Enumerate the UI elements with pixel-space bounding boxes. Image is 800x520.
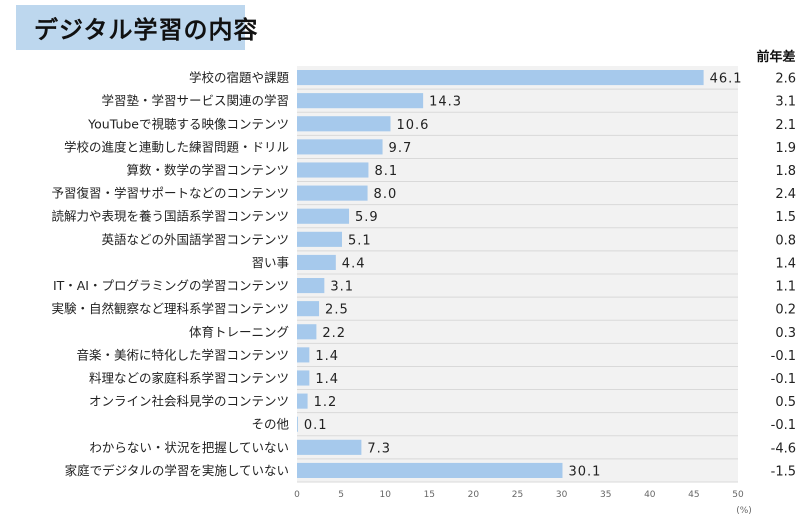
- diff-value: 1.5: [775, 210, 796, 225]
- diff-value: -1.5: [771, 464, 796, 479]
- bar: [297, 70, 704, 86]
- x-unit-label: (%): [736, 506, 752, 516]
- bar: [297, 208, 350, 224]
- chart-title: デジタル学習の内容: [16, 5, 258, 50]
- bar: [297, 139, 383, 155]
- bar: [297, 301, 320, 317]
- diff-value: 2.4: [775, 187, 796, 202]
- category-label: 音楽・美術に特化した学習コンテンツ: [76, 347, 289, 362]
- diff-value: 2.6: [775, 72, 796, 87]
- category-label: オンライン社会科見学のコンテンツ: [89, 394, 289, 409]
- value-label: 1.4: [315, 372, 339, 387]
- diff-value: 0.2: [775, 303, 796, 318]
- value-label: 5.1: [348, 233, 372, 248]
- bar: [297, 324, 317, 340]
- diff-value: -4.6: [771, 441, 796, 456]
- x-tick-label: 20: [468, 490, 480, 500]
- category-label: 読解力や表現を養う国語系学習コンテンツ: [51, 209, 289, 224]
- value-label: 8.1: [374, 164, 398, 179]
- category-label: 体育トレーニング: [189, 324, 289, 339]
- category-label: 料理などの家庭科系学習コンテンツ: [89, 371, 289, 386]
- category-label: 学校の進度と連動した練習問題・ドリル: [64, 139, 289, 154]
- bar: [297, 416, 298, 432]
- x-tick-label: 35: [600, 490, 611, 500]
- bar: [297, 254, 336, 270]
- x-tick-label: 40: [644, 490, 656, 500]
- x-tick-label: 10: [379, 490, 391, 500]
- value-label: 30.1: [568, 464, 601, 479]
- value-label: 46.1: [710, 72, 743, 87]
- diff-value: -0.1: [771, 418, 796, 433]
- bar: [297, 462, 563, 478]
- diff-value: 2.1: [775, 118, 796, 133]
- category-label: 算数・数学の学習コンテンツ: [126, 163, 289, 178]
- bar: [297, 93, 424, 109]
- diff-value: 3.1: [775, 95, 796, 110]
- category-label: 予習復習・学習サポートなどのコンテンツ: [51, 186, 289, 201]
- value-label: 3.1: [330, 280, 354, 295]
- category-label: 家庭でデジタルの学習を実施していない: [65, 463, 289, 478]
- bar: [297, 278, 325, 294]
- value-label: 14.3: [429, 95, 462, 110]
- category-label: 習い事: [251, 255, 289, 270]
- diff-value: 0.8: [775, 233, 796, 248]
- bar: [297, 231, 342, 247]
- category-label: 実験・自然観察など理科系学習コンテンツ: [51, 301, 289, 316]
- value-label: 9.7: [389, 141, 413, 156]
- bar: [297, 347, 310, 363]
- x-tick-label: 5: [338, 490, 344, 500]
- value-label: 5.9: [355, 210, 379, 225]
- bar: [297, 162, 369, 178]
- category-label: 英語などの外国語学習コンテンツ: [101, 232, 289, 247]
- category-label: IT・AI・プログラミングの学習コンテンツ: [53, 278, 289, 293]
- value-label: 1.2: [314, 395, 338, 410]
- value-label: 8.0: [374, 187, 398, 202]
- category-label: 学校の宿題や課題: [189, 70, 290, 85]
- diff-value: 1.1: [775, 280, 796, 295]
- value-label: 1.4: [315, 349, 339, 364]
- category-label: わからない・状況を把握していない: [89, 440, 289, 455]
- bar: [297, 116, 391, 132]
- value-label: 10.6: [396, 118, 429, 133]
- bar: [297, 393, 308, 409]
- bar: [297, 370, 310, 386]
- diff-header: 前年差: [756, 50, 796, 65]
- diff-value: 1.9: [775, 141, 796, 156]
- x-tick-label: 30: [556, 490, 568, 500]
- category-label: 学習塾・学習サービス関連の学習: [101, 93, 289, 108]
- diff-value: 0.3: [775, 326, 796, 341]
- category-label: その他: [251, 417, 289, 432]
- bar: [297, 439, 362, 455]
- value-label: 2.2: [322, 326, 346, 341]
- value-label: 0.1: [304, 418, 328, 433]
- x-tick-label: 25: [512, 490, 523, 500]
- diff-value: 1.4: [775, 256, 796, 271]
- x-tick-label: 45: [688, 490, 699, 500]
- value-label: 2.5: [325, 303, 349, 318]
- diff-value: -0.1: [771, 372, 796, 387]
- diff-value: -0.1: [771, 349, 796, 364]
- category-label: YouTubeで視聴する映像コンテンツ: [87, 116, 289, 131]
- value-label: 7.3: [367, 441, 391, 456]
- diff-value: 0.5: [775, 395, 796, 410]
- x-tick-label: 0: [294, 490, 300, 500]
- x-tick-label: 15: [424, 490, 435, 500]
- bar: [297, 185, 368, 201]
- x-tick-label: 50: [732, 490, 744, 500]
- diff-value: 1.8: [775, 164, 796, 179]
- value-label: 4.4: [342, 256, 366, 271]
